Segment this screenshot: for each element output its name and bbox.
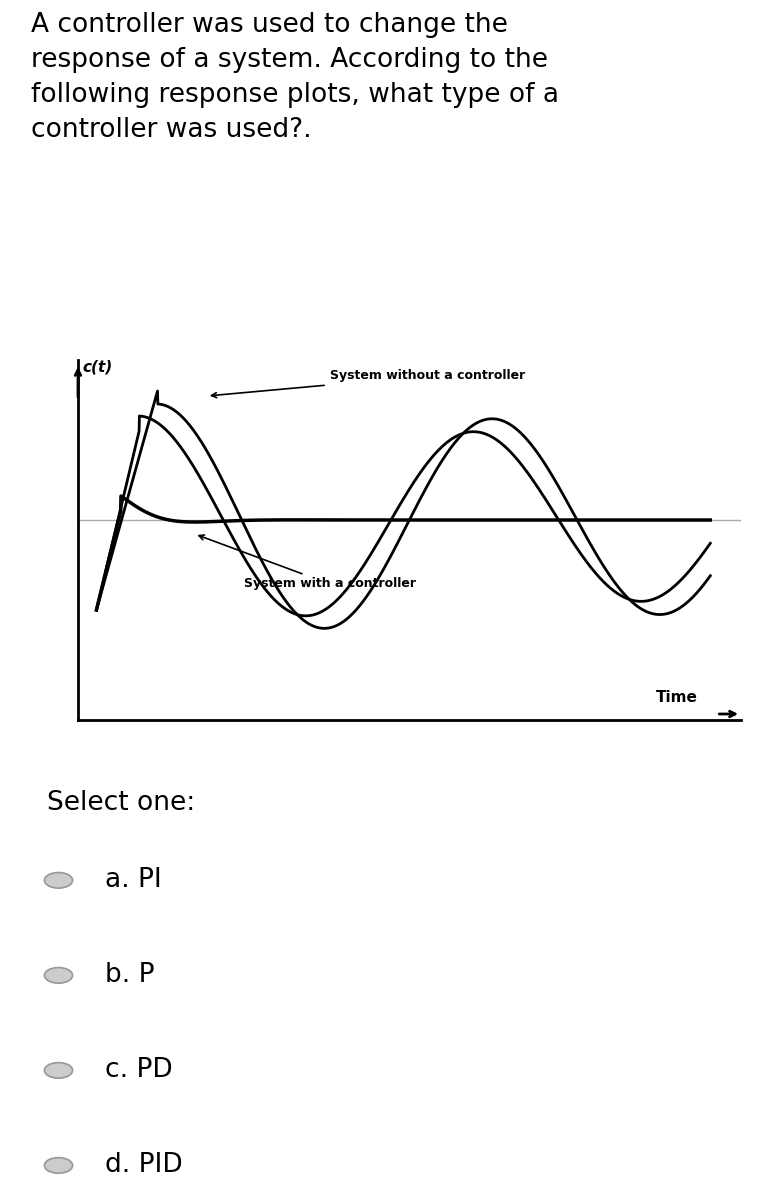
Circle shape	[44, 872, 73, 888]
Text: System with a controller: System with a controller	[199, 535, 416, 590]
Text: c. PD: c. PD	[105, 1057, 173, 1084]
Text: System without a controller: System without a controller	[211, 370, 525, 397]
Text: d. PID: d. PID	[105, 1152, 183, 1178]
Text: a. PI: a. PI	[105, 868, 162, 893]
Text: Select one:: Select one:	[47, 790, 195, 816]
Circle shape	[44, 1158, 73, 1174]
Circle shape	[44, 1063, 73, 1078]
Text: A controller was used to change the
response of a system. According to the
follo: A controller was used to change the resp…	[31, 12, 559, 143]
Text: Time: Time	[656, 690, 698, 706]
Text: c(t): c(t)	[83, 359, 113, 374]
Circle shape	[44, 967, 73, 983]
Text: b. P: b. P	[105, 962, 154, 989]
